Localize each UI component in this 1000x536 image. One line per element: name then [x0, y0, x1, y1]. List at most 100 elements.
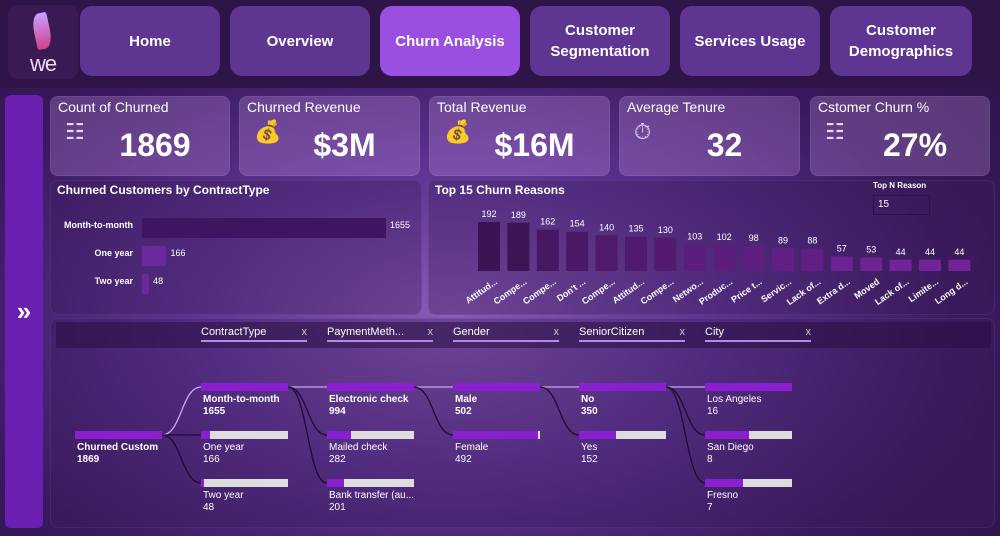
bar[interactable]: [889, 259, 912, 271]
nav-services-usage-button[interactable]: Services Usage: [680, 6, 820, 76]
bar[interactable]: [142, 274, 150, 294]
node-bar[interactable]: [201, 479, 288, 487]
category-label: Two year: [94, 276, 133, 286]
data-label: 44: [896, 247, 906, 257]
chart-title: Top 15 Churn Reasons: [435, 183, 565, 197]
topn-input[interactable]: 15: [873, 195, 930, 215]
tree-node[interactable]: One year 166: [203, 442, 244, 466]
tree-node[interactable]: San Diego 8: [707, 442, 754, 466]
level-header[interactable]: PaymentMeth... x: [327, 326, 433, 342]
data-label: 57: [837, 243, 847, 253]
tree-node[interactable]: Yes 152: [581, 442, 598, 466]
node-bar[interactable]: [327, 383, 414, 391]
node-value: 1655: [203, 406, 226, 417]
node-label: Mailed check: [329, 442, 388, 453]
node-value: 350: [581, 406, 598, 417]
node-bar[interactable]: [75, 431, 162, 439]
node-bar[interactable]: [579, 431, 666, 439]
node-label: Electronic check: [329, 394, 409, 405]
tree-node[interactable]: Male 502: [455, 394, 477, 418]
close-icon[interactable]: x: [805, 326, 812, 338]
node-bar-fill: [705, 431, 749, 439]
data-label: 154: [570, 219, 585, 229]
bar[interactable]: [948, 259, 971, 271]
nav-customer-segmentation-button[interactable]: Customer Segmentation: [530, 6, 670, 76]
tree-node[interactable]: Los Angeles 16: [707, 394, 762, 418]
node-bar[interactable]: [705, 383, 792, 391]
tree-node[interactable]: Churned Custom 1869: [77, 442, 158, 466]
bar[interactable]: [801, 248, 824, 271]
bar[interactable]: [142, 218, 386, 238]
node-label: Yes: [581, 442, 598, 453]
tree-node[interactable]: No 350: [581, 394, 598, 418]
expand-sidebar-button[interactable]: »: [5, 95, 43, 528]
bar[interactable]: [713, 244, 736, 271]
tree-node[interactable]: Electronic check 994: [329, 394, 408, 418]
kpi-card: Total Revenue 💰 $16M: [429, 96, 610, 176]
data-label: 53: [866, 244, 876, 254]
kpi-title: Average Tenure: [627, 99, 726, 115]
close-icon[interactable]: x: [679, 326, 686, 338]
node-bar-fill: [453, 383, 540, 391]
bar[interactable]: [595, 235, 618, 271]
level-name: Gender: [453, 326, 490, 338]
level-header[interactable]: SeniorCitizen x: [579, 326, 685, 342]
kpi-card: Cstomer Churn % ☷ 27%: [810, 96, 990, 176]
node-bar[interactable]: [201, 383, 288, 391]
nav-overview-button[interactable]: Overview: [230, 6, 370, 76]
node-bar[interactable]: [705, 431, 792, 439]
nav-churn-analysis-button[interactable]: Churn Analysis: [380, 6, 520, 76]
contract-type-chart: Churned Customers by ContractType Month-…: [50, 180, 422, 315]
node-bar[interactable]: [705, 479, 792, 487]
node-value: 7: [707, 502, 713, 513]
close-icon[interactable]: x: [301, 326, 308, 338]
data-label: 44: [954, 247, 964, 257]
node-bar[interactable]: [579, 383, 666, 391]
bar[interactable]: [566, 231, 589, 271]
bar[interactable]: [478, 222, 500, 271]
bar[interactable]: [830, 256, 853, 271]
tree-node[interactable]: Bank transfer (au... 201: [329, 490, 414, 514]
nav-customer-demographics-button[interactable]: Customer Demographics: [830, 6, 972, 76]
kpi-title: Cstomer Churn %: [818, 99, 930, 115]
node-bar[interactable]: [453, 431, 540, 439]
node-label: Bank transfer (au...: [329, 490, 415, 501]
tree-node[interactable]: Female 492: [455, 442, 488, 466]
level-header[interactable]: City x: [705, 326, 811, 342]
node-value: 152: [581, 454, 598, 465]
level-header[interactable]: Gender x: [453, 326, 559, 342]
category-label: Compe...: [639, 276, 676, 306]
bar[interactable]: [860, 257, 883, 271]
data-label: 103: [687, 232, 702, 242]
bar[interactable]: [507, 222, 530, 271]
bar[interactable]: [772, 248, 794, 271]
tree-node[interactable]: Mailed check 282: [329, 442, 387, 466]
bar[interactable]: [919, 259, 941, 271]
nav-label: Home: [129, 32, 171, 50]
data-label: 135: [628, 224, 643, 234]
node-bar[interactable]: [327, 479, 414, 487]
close-icon[interactable]: x: [427, 326, 434, 338]
bar[interactable]: [654, 237, 677, 271]
tree-node[interactable]: Two year 48: [203, 490, 244, 514]
node-bar[interactable]: [453, 383, 540, 391]
nav-home-button[interactable]: Home: [80, 6, 220, 76]
close-icon[interactable]: x: [553, 326, 560, 338]
nav-label: Services Usage: [694, 32, 806, 50]
level-header[interactable]: ContractType x: [201, 326, 307, 342]
tree-node[interactable]: Month-to-month 1655: [203, 394, 280, 418]
bar[interactable]: [536, 229, 559, 271]
node-value: 8: [707, 454, 713, 465]
bar[interactable]: [742, 245, 765, 271]
data-label: 89: [778, 235, 788, 245]
node-bar-fill: [201, 479, 204, 487]
data-label: 102: [717, 232, 732, 242]
bar[interactable]: [683, 244, 706, 271]
bar[interactable]: [142, 246, 167, 266]
node-bar[interactable]: [201, 431, 288, 439]
node-bar[interactable]: [327, 431, 414, 439]
bar[interactable]: [625, 236, 647, 271]
tree-node[interactable]: Fresno 7: [707, 490, 738, 514]
kpi-card: Churned Revenue 💰 $3M: [239, 96, 420, 176]
data-label: 88: [807, 236, 817, 246]
